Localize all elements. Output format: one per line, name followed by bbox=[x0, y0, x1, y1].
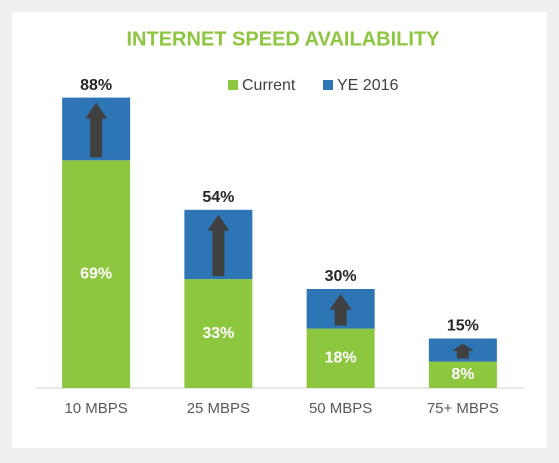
value-label: 69% bbox=[80, 265, 112, 282]
total-label: 54% bbox=[202, 189, 234, 206]
arrow bbox=[85, 102, 108, 158]
total-label: 88% bbox=[80, 77, 112, 94]
arrow bbox=[451, 343, 474, 359]
chart-title: INTERNET SPEED AVAILABILITY bbox=[127, 28, 441, 50]
legend-swatch bbox=[323, 80, 333, 90]
x-tick-label: 50 MBPS bbox=[309, 400, 372, 417]
value-label: 33% bbox=[202, 325, 234, 342]
value-label: 18% bbox=[325, 350, 357, 367]
total-label: 15% bbox=[447, 318, 479, 335]
value-label: 8% bbox=[451, 366, 474, 383]
bar-segment bbox=[428, 361, 497, 388]
x-tick-label: 25 MBPS bbox=[187, 400, 250, 417]
arrow bbox=[329, 294, 352, 326]
total-label: 30% bbox=[325, 268, 357, 285]
legend-swatch bbox=[228, 80, 238, 90]
legend-label: YE 2016 bbox=[337, 77, 398, 94]
bar-segment bbox=[184, 279, 253, 388]
bar-segment bbox=[306, 328, 375, 388]
legend-label: Current bbox=[242, 77, 296, 94]
arrow bbox=[207, 214, 230, 277]
bar-segment bbox=[62, 160, 131, 388]
x-tick-label: 10 MBPS bbox=[64, 400, 127, 417]
x-tick-label: 75+ MBPS bbox=[427, 400, 499, 417]
